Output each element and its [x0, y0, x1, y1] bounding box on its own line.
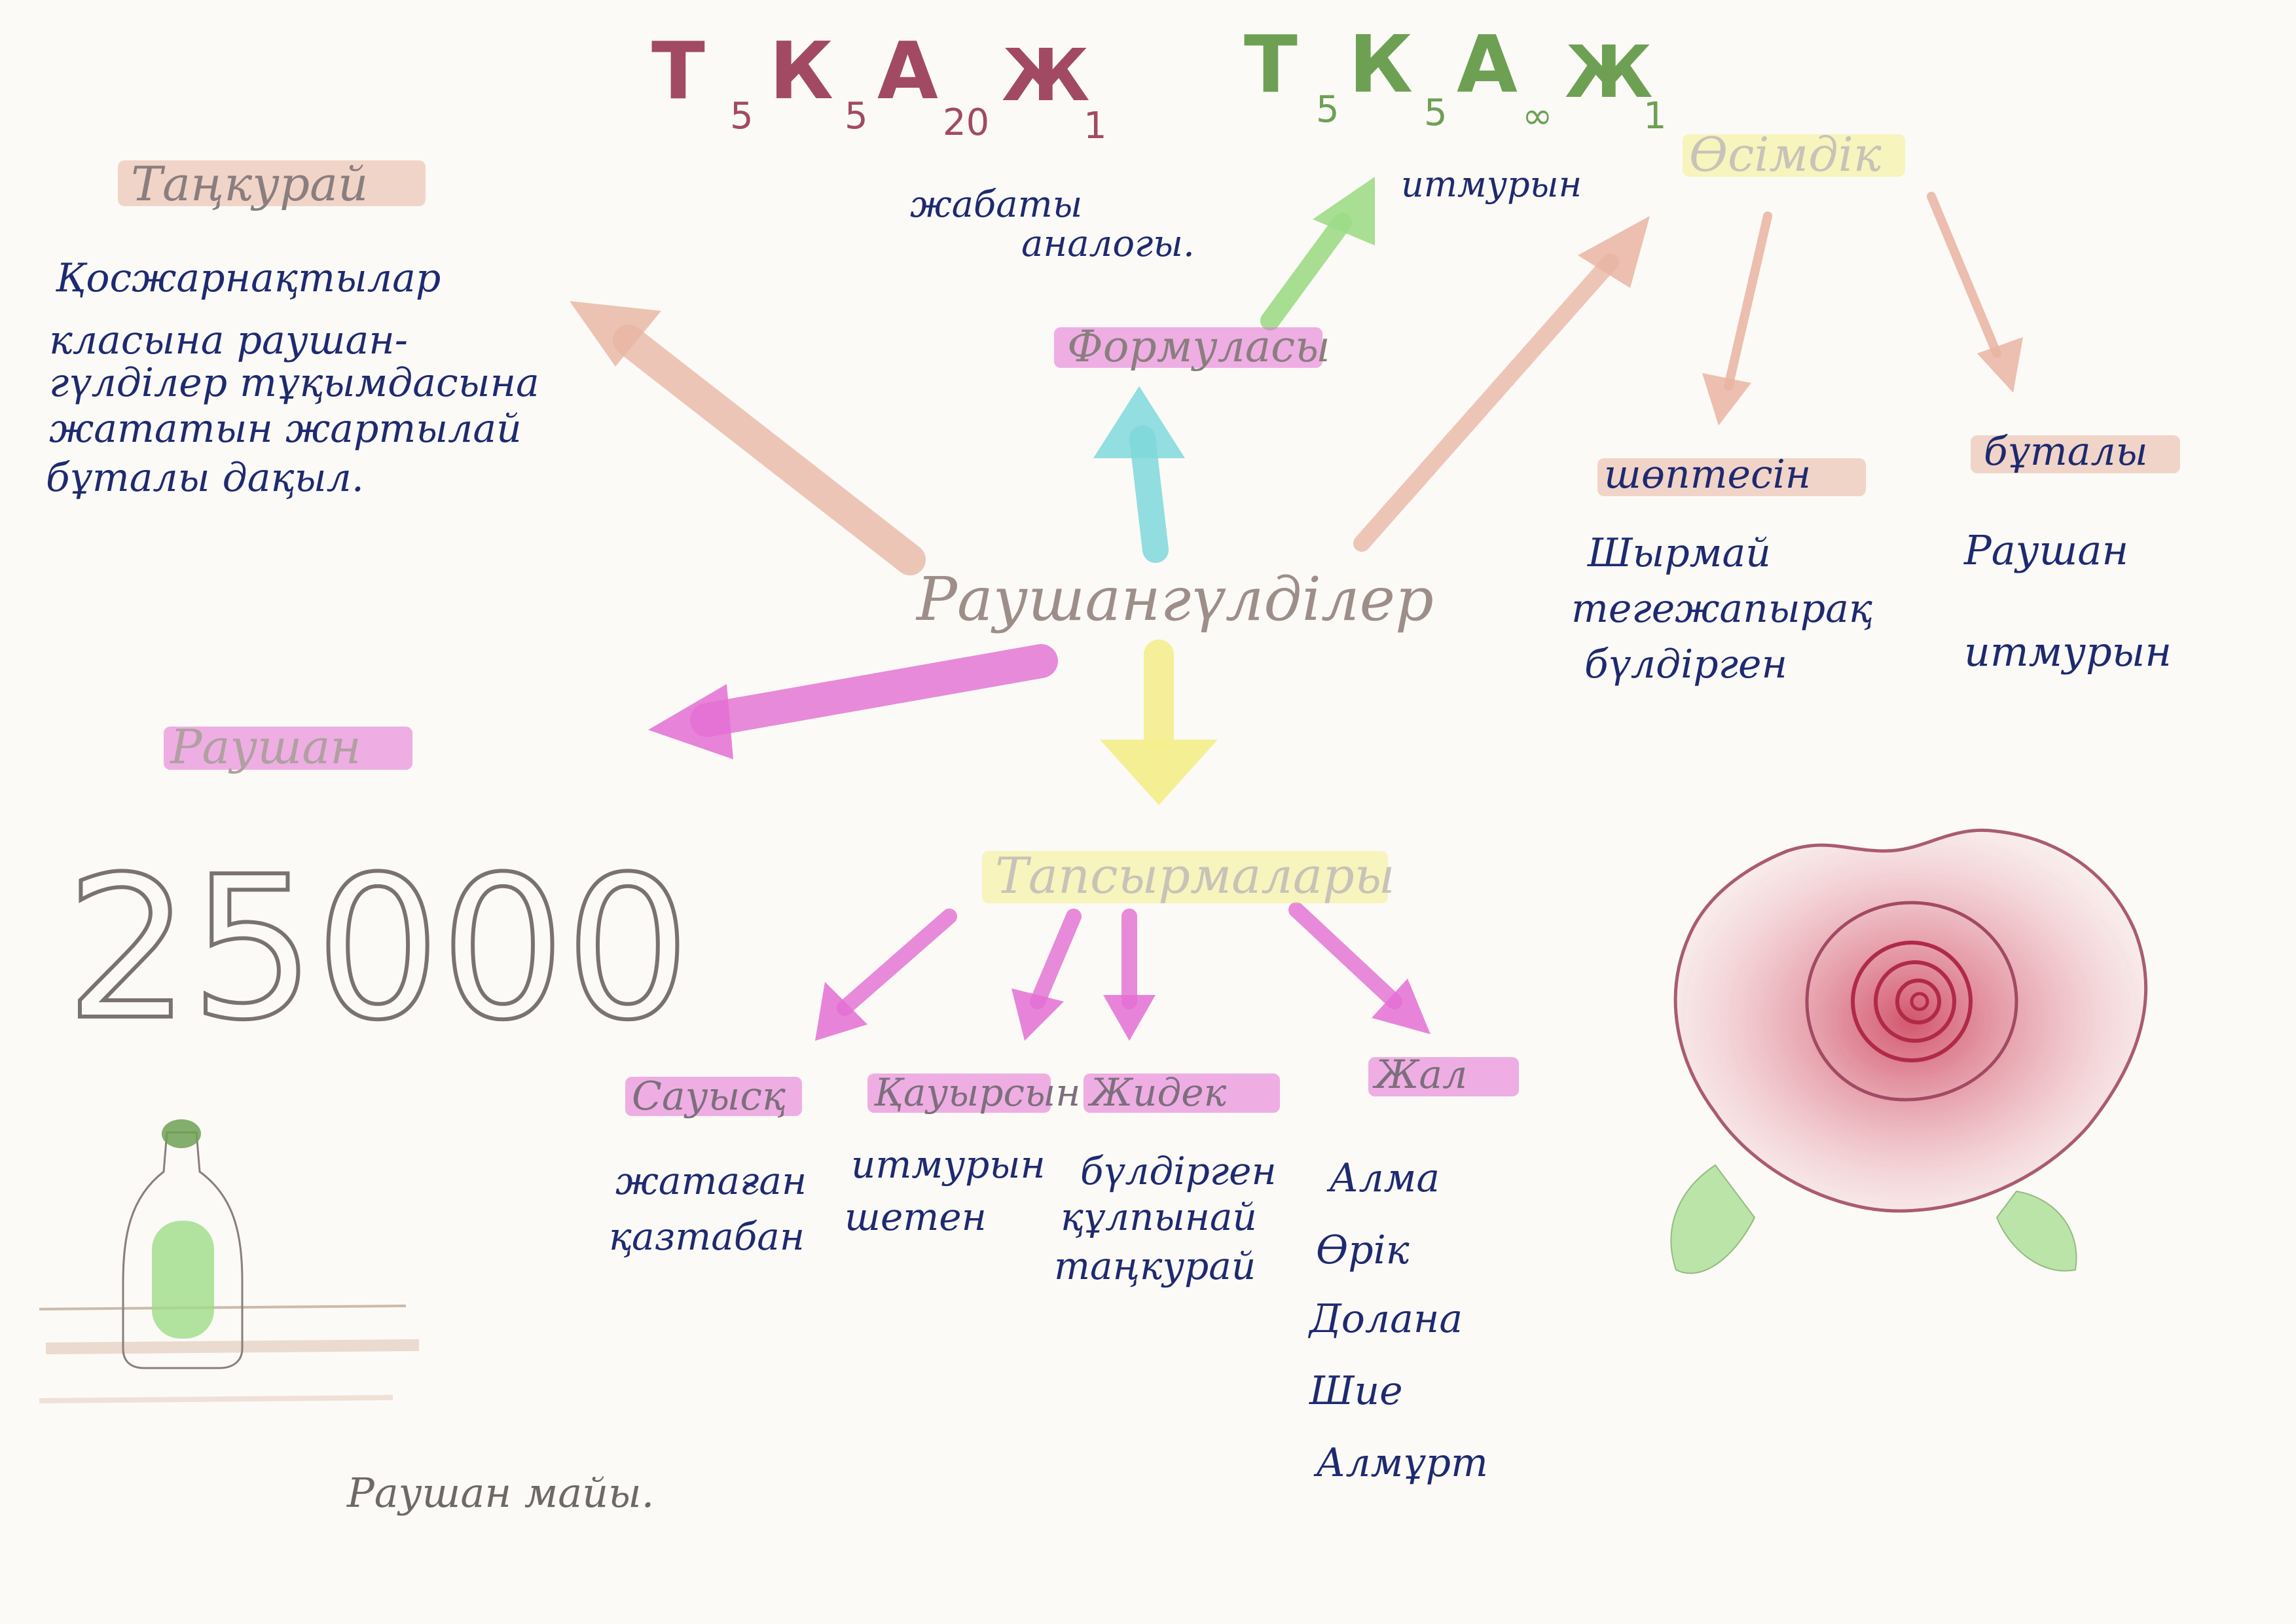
- bottom-child-4-label: Жал: [1375, 1052, 1468, 1098]
- bottom-child-3-line-1: бүлдірген: [1080, 1149, 1277, 1193]
- arrow-to-child-4: [1288, 902, 1430, 1034]
- right-child-1-line-1: Шырмай: [1588, 530, 1771, 576]
- left-top-line-2: класына раушан-: [49, 317, 409, 363]
- arrow-to-formula: [1093, 386, 1185, 563]
- arrow-to-left-top: [570, 301, 926, 575]
- arrow-to-child-2: [1011, 909, 1082, 1041]
- bottom-child-1-line-1: жатаған: [615, 1159, 807, 1203]
- bottom-child-3-line-2: құлпынай: [1061, 1195, 1257, 1239]
- bottom-child-1-label: Сауысқ: [632, 1074, 786, 1119]
- right-child-1-line-2: тегежапырақ: [1571, 586, 1873, 632]
- formula-right-zh: Ж: [1565, 30, 1653, 114]
- formula-left-caption-1: жабаты: [910, 183, 1083, 226]
- formula-left-zh-sub: 1: [1084, 105, 1107, 147]
- right-child-2-label: бұталы: [1984, 429, 2148, 475]
- right-label: Өсімдік: [1689, 127, 1882, 182]
- bottom-child-4-highlight: [1368, 1057, 1519, 1096]
- formula-right-zh-sub: 1: [1643, 95, 1667, 137]
- bottom-child-2-highlight: [867, 1074, 1051, 1113]
- formula-right-k-sub: 5: [1424, 92, 1448, 134]
- right-child-2-line-2: итмурын: [1964, 628, 2172, 676]
- arrow-to-herbaceous: [1702, 211, 1772, 425]
- formula-right-a: А: [1457, 20, 1518, 111]
- big-number: 25000: [64, 835, 692, 1063]
- formula-left-a: А: [877, 26, 938, 117]
- bottom-child-3-highlight: [1084, 1074, 1280, 1113]
- right-child-1-label: шөптесін: [1604, 452, 1812, 497]
- formula-left-zh: Ж: [1002, 33, 1090, 117]
- formula-left-k: К: [769, 26, 834, 117]
- bottom-child-4-line-2: Өрік: [1316, 1227, 1410, 1273]
- bottom-child-1-highlight: [625, 1077, 802, 1116]
- arrow-to-child-3: [1103, 909, 1156, 1041]
- arrow-to-raushan: [648, 644, 1058, 759]
- top-label: Формуласы: [1067, 321, 1330, 372]
- top-label-highlight: [1054, 327, 1322, 368]
- arrow-to-child-1: [815, 909, 957, 1041]
- bottom-child-2-label: Қауырсын: [874, 1070, 1081, 1115]
- right-label-highlight: [1683, 134, 1905, 177]
- bottom-label: Тапсырмалары: [995, 846, 1395, 905]
- bottom-label-highlight: [982, 851, 1388, 903]
- formula-left-a-sub: 20: [943, 101, 990, 144]
- left-mid-label: Раушан: [170, 719, 361, 774]
- rose-drawing: [1670, 829, 2148, 1274]
- arrow-to-right-formula: [1260, 177, 1375, 331]
- oil-bottle-drawing: [39, 1119, 420, 1403]
- arrow-to-right-plant: [1353, 216, 1650, 552]
- bottom-child-4-line-4: Шие: [1309, 1368, 1403, 1414]
- formula-right-a-sub: ∞: [1522, 95, 1553, 137]
- left-top-highlight: [118, 160, 426, 206]
- arrow-to-shrub: [1927, 192, 2023, 393]
- bottom-child-2-line-1: итмурын: [851, 1142, 1046, 1187]
- right-child-2-line-1: Раушан: [1964, 526, 2129, 574]
- left-top-line-5: бұталы дақыл.: [46, 455, 364, 501]
- left-mid-highlight: [164, 727, 412, 770]
- formula-right-k: К: [1349, 20, 1413, 111]
- formula-left-k-sub: 5: [845, 95, 868, 137]
- formula-left-t: Т: [651, 26, 705, 117]
- bottom-child-1-line-2: қазтабан: [609, 1214, 805, 1259]
- right-child-1-line-3: бүлдірген: [1584, 641, 1788, 687]
- bottle-caption: Раушан майы.: [347, 1469, 655, 1517]
- formula-right-caption: итмурын: [1401, 164, 1582, 205]
- bottom-child-4-line-1: Алма: [1329, 1155, 1440, 1201]
- bottom-child-3-label: Жидек: [1090, 1070, 1227, 1115]
- left-top-line-4: жататын жартылай: [49, 406, 522, 452]
- bottom-child-4-line-5: Алмұрт: [1316, 1440, 1488, 1486]
- bottom-child-3-line-3: таңкурай: [1054, 1244, 1256, 1288]
- bottom-child-4-line-3: Долана: [1309, 1296, 1463, 1342]
- left-top-label: Таңкурай: [131, 156, 369, 211]
- bottom-child-2-line-2: шетен: [845, 1195, 987, 1239]
- right-child-1-highlight: [1597, 458, 1866, 496]
- left-top-line-3: гүлділер тұқымдасына: [49, 360, 539, 406]
- arrow-to-tasks: [1100, 640, 1218, 805]
- formula-right-t-sub: 5: [1316, 88, 1339, 131]
- formula-left-t-sub: 5: [730, 95, 754, 137]
- right-child-2-highlight: [1971, 435, 2180, 473]
- center-label: Раушангүлділер: [917, 564, 1434, 634]
- formula-right-t: Т: [1244, 20, 1298, 111]
- formula-left-caption-2: аналогы.: [1021, 223, 1195, 265]
- left-top-line-1: Қосжарнақтылар: [56, 255, 441, 301]
